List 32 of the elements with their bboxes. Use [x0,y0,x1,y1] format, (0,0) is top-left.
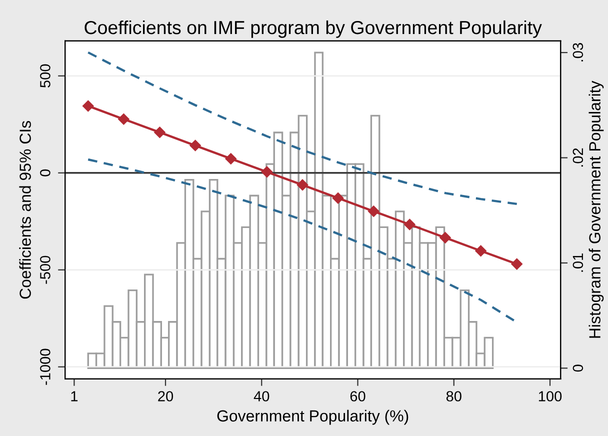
point [296,179,308,191]
x-tick-label: 100 [538,391,562,402]
y-axis-title: Coefficients and 95% CIs [19,120,31,299]
y2-tick-label: 0 [572,364,584,372]
point [332,192,344,204]
y-tick-label: -500 [40,256,50,284]
point [440,232,451,244]
point [118,114,130,125]
x-tick-label: 20 [158,391,174,402]
line-series [87,51,518,206]
point [261,166,273,178]
point [511,258,522,270]
point [368,206,380,217]
y-tick-label: 0 [40,169,50,176]
point [404,218,416,230]
point [190,140,201,152]
x-tick-label: 80 [446,391,462,402]
y-tick-label: -1000 [40,348,50,385]
point [154,126,166,138]
y-tick-label: 500 [40,64,50,88]
point [475,245,486,256]
y2-tick-label: .02 [572,148,584,167]
y2-tick-label: .01 [572,254,584,272]
chart-title: Coefficients on IMF program by Government Popularity [84,20,542,38]
point [82,100,94,112]
y2-axis-title: Histogram of Government Popularity [588,80,604,338]
x-axis-title: Government Popularity (%) [217,410,408,425]
y2-tick-label: .03 [572,43,584,62]
x-tick-label: 1 [71,391,78,402]
point [225,153,236,164]
x-tick-label: 40 [254,391,270,402]
x-tick-label: 60 [350,391,366,402]
